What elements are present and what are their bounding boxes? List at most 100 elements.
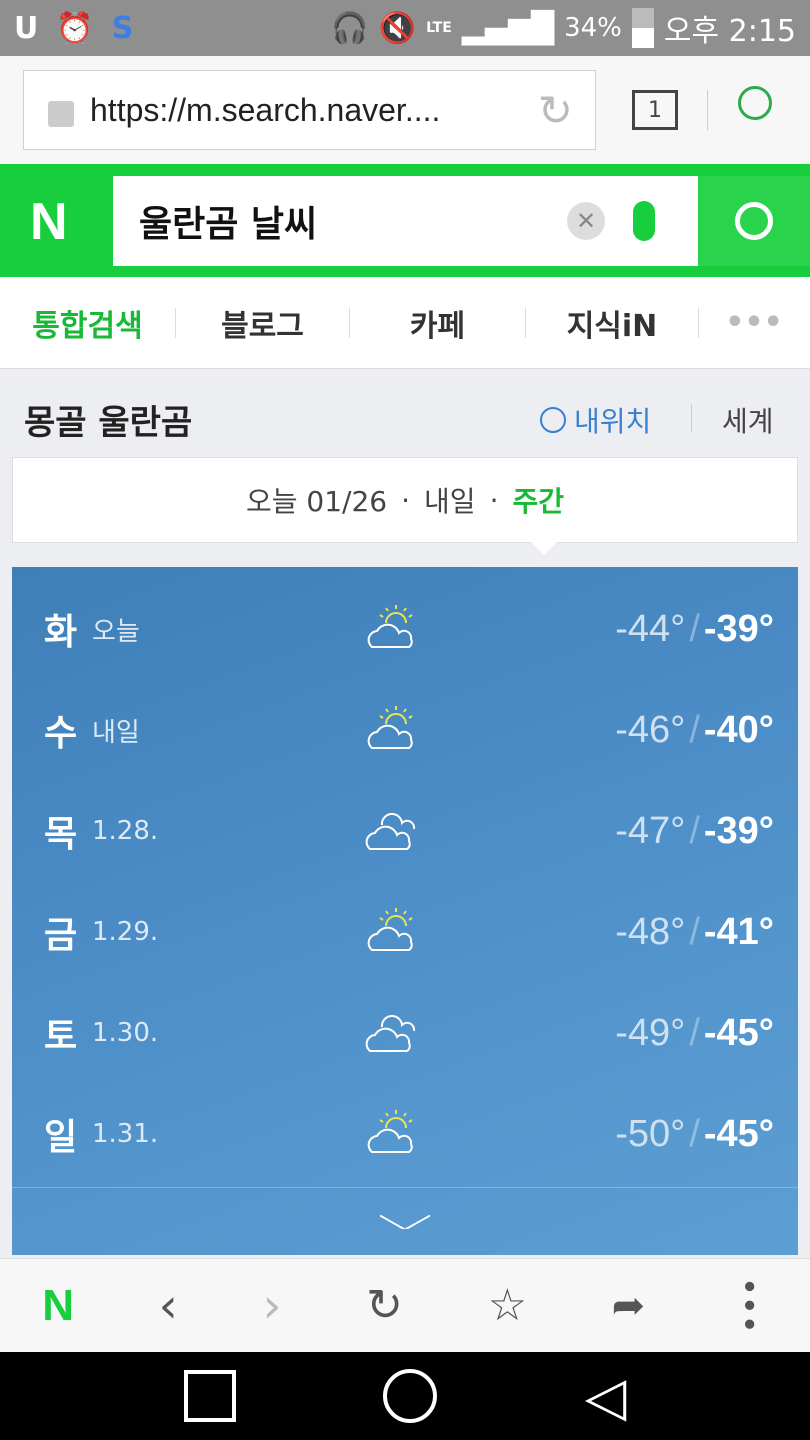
clear-icon[interactable]: ✕ bbox=[567, 202, 605, 240]
tab-kin[interactable]: 지식iN bbox=[566, 308, 658, 344]
clock: 오후 2:15 bbox=[663, 14, 796, 49]
url-text: https://m.search.naver.... bbox=[90, 91, 441, 128]
high-temp: -41° bbox=[703, 910, 774, 953]
tabs-button[interactable]: 1 bbox=[632, 90, 678, 130]
temperature-range: -47° / -39° bbox=[615, 810, 774, 853]
search-button[interactable] bbox=[698, 176, 810, 266]
low-temp: -49° bbox=[615, 1011, 686, 1054]
temperature-range: -44° / -39° bbox=[615, 608, 774, 651]
weekday: 목 bbox=[44, 814, 78, 855]
my-location-button[interactable]: 내위치 bbox=[540, 400, 651, 440]
date-label: 내일 bbox=[92, 717, 140, 748]
back-nav-icon[interactable]: ◁ bbox=[584, 1364, 627, 1428]
browser-toolbar: https://m.search.naver.... ↻ 1 bbox=[0, 56, 810, 164]
date-label: 1.30. bbox=[92, 1018, 159, 1048]
forward-icon[interactable]: › bbox=[262, 1277, 282, 1334]
cloudy-icon bbox=[364, 803, 420, 859]
separator: / bbox=[689, 809, 700, 852]
tab-blog[interactable]: 블로그 bbox=[221, 308, 304, 344]
high-temp: -39° bbox=[703, 607, 774, 650]
weekday: 일 bbox=[44, 1117, 78, 1158]
browser-bottom-bar: N ‹ › ↻ ☆ ➦ ••• bbox=[0, 1258, 810, 1352]
high-temp: -40° bbox=[703, 708, 774, 751]
forecast-row: 일 1.31. -50° / -45° bbox=[12, 1084, 798, 1184]
location-title: 몽골 울란곰 bbox=[24, 403, 193, 443]
divider bbox=[525, 307, 526, 338]
s-app-icon: S bbox=[111, 10, 134, 46]
tab-weekly[interactable]: 주간 bbox=[512, 485, 564, 518]
world-button[interactable]: 세계 bbox=[722, 405, 774, 438]
home-icon[interactable] bbox=[383, 1369, 438, 1423]
search-icon[interactable] bbox=[738, 86, 772, 120]
search-icon bbox=[735, 202, 773, 240]
forecast-row: 토 1.30. -49° / -45° bbox=[12, 983, 798, 1083]
separator: / bbox=[689, 910, 700, 953]
naver-search-bar: N 울란곰 날씨 ✕ bbox=[0, 164, 810, 277]
search-tabs: 통합검색 블로그 카페 지식iN ••• bbox=[0, 277, 810, 369]
divider bbox=[691, 404, 692, 432]
temperature-range: -46° / -40° bbox=[615, 709, 774, 752]
cloudy-icon bbox=[364, 1005, 420, 1061]
back-icon[interactable]: ‹ bbox=[158, 1277, 178, 1334]
forecast-row: 목 1.28. -47° / -39° bbox=[12, 781, 798, 881]
selection-pointer bbox=[531, 542, 557, 555]
android-nav-bar: ◁ bbox=[0, 1352, 810, 1440]
date-label: 1.28. bbox=[92, 816, 159, 846]
search-query: 울란곰 날씨 bbox=[139, 204, 318, 245]
microphone-icon[interactable] bbox=[633, 201, 655, 241]
low-temp: -44° bbox=[615, 607, 686, 650]
date-label: 1.29. bbox=[92, 917, 159, 947]
partly-cloudy-icon bbox=[364, 904, 420, 960]
naver-home-button[interactable]: N bbox=[42, 1280, 75, 1330]
expand-button[interactable] bbox=[12, 1187, 798, 1255]
tab-count: 1 bbox=[648, 97, 662, 123]
date-tabs: 오늘 01/26 · 내일 · 주간 bbox=[12, 457, 798, 543]
share-icon[interactable]: ➦ bbox=[611, 1282, 646, 1329]
low-temp: -50° bbox=[615, 1112, 686, 1155]
mute-icon: 🔇 bbox=[378, 10, 417, 46]
crosshair-icon bbox=[540, 407, 566, 433]
tab-today[interactable]: 오늘 01/26 bbox=[246, 485, 388, 518]
temperature-range: -50° / -45° bbox=[615, 1113, 774, 1156]
date-label: 1.31. bbox=[92, 1119, 159, 1149]
tab-cafe[interactable]: 카페 bbox=[409, 308, 466, 344]
naver-logo[interactable]: N bbox=[30, 193, 68, 251]
forecast-row: 금 1.29. -48° / -41° bbox=[12, 882, 798, 982]
forecast-row: 수 내일 -46° / -40° bbox=[12, 680, 798, 780]
separator: · bbox=[489, 483, 499, 517]
reload-icon[interactable]: ↻ bbox=[537, 85, 573, 135]
recent-apps-icon[interactable] bbox=[183, 1370, 236, 1422]
status-bar: U ⏰ S 🎧 🔇 LTE ▂▄▆█ 34% 오후 2:15 bbox=[0, 0, 810, 56]
low-temp: -48° bbox=[615, 910, 686, 953]
low-temp: -46° bbox=[615, 708, 686, 751]
tab-integrated[interactable]: 통합검색 bbox=[32, 308, 143, 344]
separator: / bbox=[689, 1011, 700, 1054]
weekday: 수 bbox=[44, 713, 78, 754]
separator: / bbox=[689, 708, 700, 751]
uplus-icon: U bbox=[14, 10, 39, 46]
separator: / bbox=[689, 1112, 700, 1155]
divider bbox=[707, 90, 708, 130]
tab-tomorrow[interactable]: 내일 bbox=[424, 485, 476, 518]
high-temp: -45° bbox=[703, 1112, 774, 1155]
battery-icon bbox=[631, 8, 654, 48]
lock-icon bbox=[48, 101, 74, 127]
date-label: 오늘 bbox=[92, 616, 140, 647]
partly-cloudy-icon bbox=[364, 601, 420, 657]
signal-icon: ▂▄▆█ bbox=[461, 10, 555, 46]
low-temp: -47° bbox=[615, 809, 686, 852]
forecast-row: 화 오늘 -44° / -39° bbox=[12, 579, 798, 679]
reload-icon[interactable]: ↻ bbox=[366, 1280, 404, 1331]
search-input[interactable]: 울란곰 날씨 ✕ bbox=[113, 176, 698, 266]
divider bbox=[349, 307, 350, 338]
high-temp: -45° bbox=[703, 1011, 774, 1054]
menu-dots-icon[interactable]: ••• bbox=[729, 1277, 768, 1334]
temperature-range: -48° / -41° bbox=[615, 911, 774, 954]
lte-icon: LTE bbox=[426, 20, 452, 36]
more-tabs-button[interactable]: ••• bbox=[725, 305, 783, 340]
weekly-forecast: 화 오늘 -44° / -39° 수 내일 -46° / -40° 목 1.28. -47° / -39° 금… bbox=[12, 567, 798, 1255]
divider bbox=[698, 307, 699, 338]
url-field[interactable]: https://m.search.naver.... ↻ bbox=[23, 70, 596, 150]
temperature-range: -49° / -45° bbox=[615, 1012, 774, 1055]
bookmark-star-icon[interactable]: ☆ bbox=[487, 1280, 528, 1331]
